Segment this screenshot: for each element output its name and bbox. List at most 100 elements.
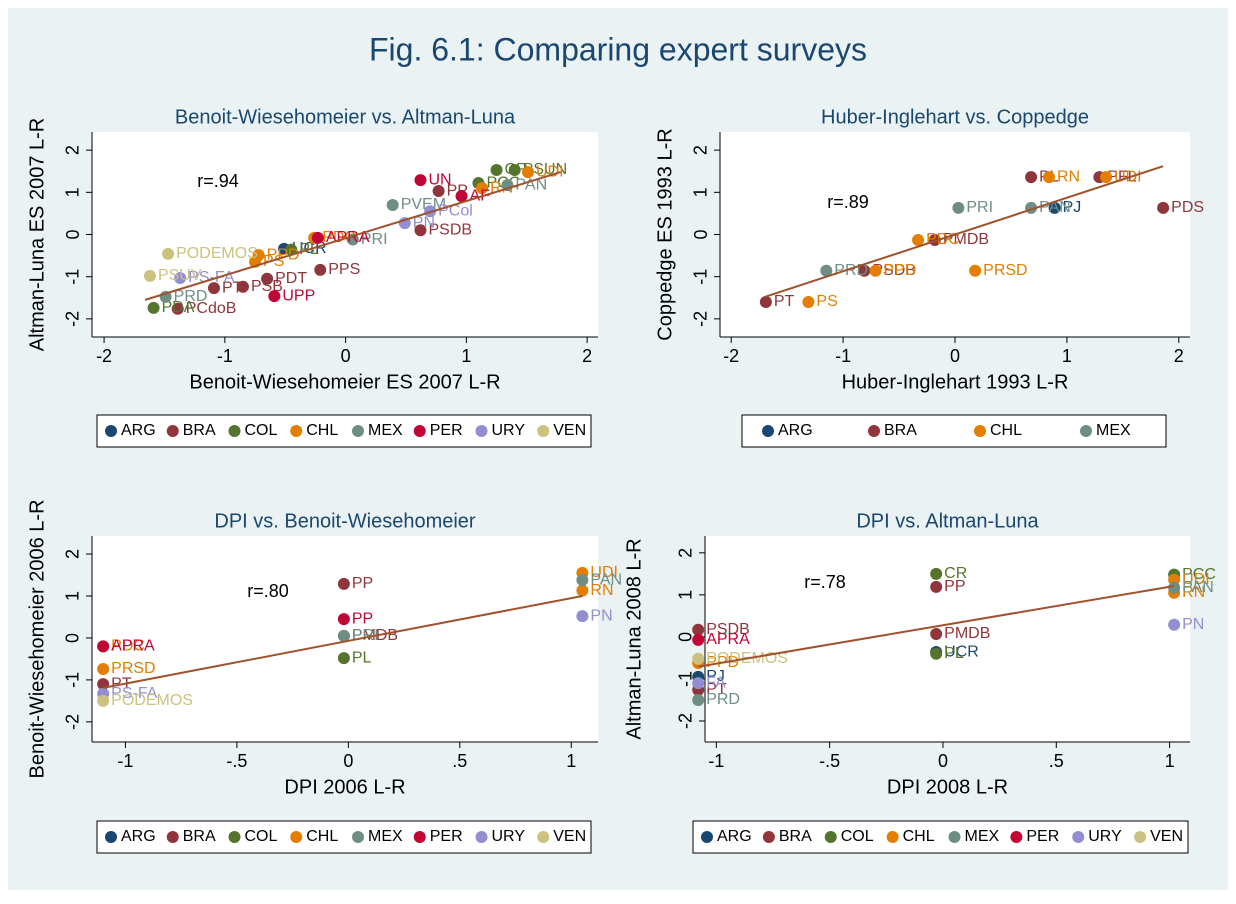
data-point <box>337 629 350 642</box>
legend-marker <box>762 831 775 843</box>
data-point <box>820 264 833 277</box>
legend-marker <box>413 425 426 437</box>
y-tick-label: -2 <box>676 713 696 729</box>
legend-marker <box>1134 831 1147 843</box>
legend-marker <box>105 425 117 437</box>
data-point <box>930 567 943 580</box>
y-tick-label: 2 <box>63 145 83 155</box>
data-point <box>521 166 534 179</box>
legend-marker <box>1072 831 1085 843</box>
y-tick-label: 0 <box>63 633 83 643</box>
data-point <box>692 652 705 665</box>
legend-marker <box>701 831 713 843</box>
panel: DPI vs. Benoit-Wiesehomeier -1 -.5 0 .5 1 -2 -1… <box>26 499 622 854</box>
x-tick-label: -.5 <box>819 751 840 771</box>
annotation: r=.78 <box>804 572 846 592</box>
point-label: PPS <box>328 261 360 278</box>
point-label: PS <box>263 253 284 270</box>
x-tick-label: 0 <box>341 346 351 366</box>
point-label: PDT <box>275 270 307 287</box>
legend-label: VEN <box>553 828 586 845</box>
legend-marker <box>824 831 837 843</box>
legend-label: VEN <box>553 422 586 439</box>
data-point <box>692 633 705 646</box>
y-tick-label: 1 <box>63 591 83 601</box>
y-tick-label: 2 <box>676 548 696 558</box>
point-label: PCdoB <box>186 300 237 317</box>
legend-box <box>692 820 1189 854</box>
point-label: PRD <box>174 288 208 305</box>
legend-marker <box>290 831 303 843</box>
legend-marker <box>352 831 364 843</box>
x-axis-title: Benoit-Wiesehomeier ES 2007 L-R <box>189 371 500 393</box>
x-tick-label: 0 <box>343 751 353 771</box>
annotation: r=.89 <box>827 192 869 212</box>
legend-label: CHL <box>903 828 935 845</box>
data-point <box>285 243 298 256</box>
data-point <box>97 640 110 653</box>
data-point <box>261 272 274 285</box>
legend-label: BRA <box>779 828 812 845</box>
data-point <box>759 295 772 308</box>
panel-title: DPI vs. Altman-Luna <box>856 510 1039 532</box>
y-axis-title: Altman-Luna ES 2007 L-R <box>26 118 48 351</box>
y-axis-title: Altman-Luna 2008 L-R <box>623 538 645 739</box>
legend-label: PER <box>1026 828 1059 845</box>
y-tick-label: 2 <box>691 145 711 155</box>
data-point <box>1168 618 1181 631</box>
legend-marker <box>166 831 179 843</box>
point-label: PS <box>816 293 837 310</box>
data-point <box>1100 171 1113 184</box>
y-tick-label: 0 <box>676 632 696 642</box>
point-label: PRSD <box>983 262 1027 279</box>
data-point <box>386 198 399 211</box>
x-tick-label: 1 <box>1165 751 1175 771</box>
point-label: PODEMOS <box>176 245 258 262</box>
data-point <box>476 182 489 195</box>
legend-label: COL <box>841 828 874 845</box>
legend-label: PER <box>430 422 463 439</box>
x-tick-label: -1 <box>708 751 724 771</box>
point-label: PAN <box>590 571 622 588</box>
data-point <box>1168 581 1181 594</box>
point-label: PP <box>352 575 373 592</box>
data-point <box>236 280 249 293</box>
point-label: RN <box>1057 168 1080 185</box>
panel: Benoit-Wiesehomeier vs. Altman-Luna -2 -1 0… <box>26 106 598 448</box>
legend-label: MEX <box>368 828 403 845</box>
legend-label: COL <box>245 828 278 845</box>
legend-marker <box>475 831 488 843</box>
legend-marker <box>886 831 899 843</box>
point-label: PPD <box>884 262 917 279</box>
x-tick-label: .5 <box>452 751 467 771</box>
x-tick-label: 0 <box>950 346 960 366</box>
legend-marker <box>1010 831 1023 843</box>
data-point <box>858 264 871 277</box>
point-label: PCC <box>1182 566 1216 583</box>
panel-title: DPI vs. Benoit-Wiesehomeier <box>214 510 476 532</box>
point-label: UCR <box>944 643 979 660</box>
annotation: r=.80 <box>247 581 289 601</box>
legend-box <box>96 414 592 448</box>
point-label: RN <box>1182 584 1205 601</box>
panel: DPI vs. Altman-Luna -1 -.5 0 .5 1 -2 -1 0 1 2 DPI 2… <box>623 510 1216 854</box>
point-label: PRI <box>361 231 388 248</box>
y-tick-label: -2 <box>63 714 83 730</box>
legend-label: BRA <box>183 422 216 439</box>
data-point <box>207 282 220 295</box>
point-label: PL <box>352 649 372 666</box>
data-point <box>930 627 943 640</box>
data-point <box>414 174 427 187</box>
point-label: PDA <box>162 299 195 316</box>
data-point <box>692 623 705 636</box>
x-axis-title: Huber-Inglehart 1993 L-R <box>842 371 1069 393</box>
legend-label: CHL <box>306 422 338 439</box>
data-point <box>432 185 445 198</box>
data-point <box>97 694 110 707</box>
legend-marker <box>974 425 986 437</box>
legend-marker <box>352 425 364 437</box>
point-label: RN <box>590 582 613 599</box>
y-tick-label: 0 <box>691 229 711 239</box>
legend-marker <box>537 425 550 437</box>
data-point <box>162 247 175 260</box>
